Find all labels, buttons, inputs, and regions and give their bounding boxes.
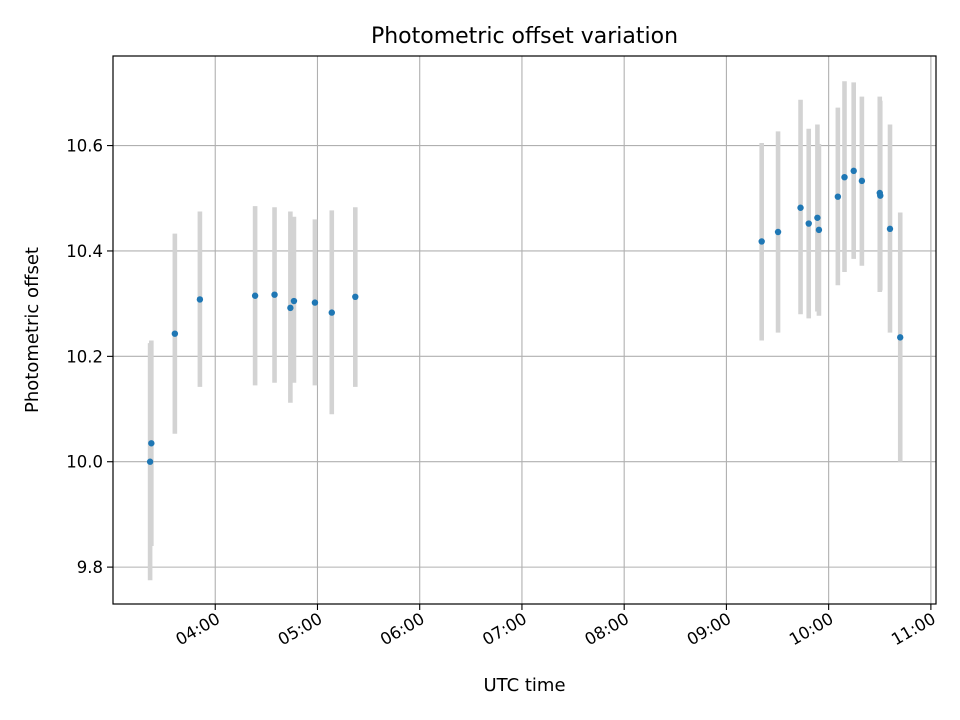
data-point: [287, 304, 294, 312]
data-point: [328, 309, 335, 316]
data-point: [841, 173, 848, 181]
data-point: [271, 291, 278, 298]
data-point: [311, 299, 319, 306]
y-tick-label: 10.2: [66, 347, 103, 366]
data-point: [815, 226, 823, 234]
y-tick-label: 10.6: [66, 137, 103, 156]
data-point: [146, 458, 154, 465]
data-point: [850, 167, 857, 175]
y-tick-label: 10.0: [66, 453, 103, 472]
data-point: [797, 204, 804, 211]
data-point: [774, 228, 782, 236]
data-point: [758, 238, 765, 245]
data-point: [148, 440, 155, 447]
y-axis-label: Photometric offset: [22, 247, 43, 413]
x-axis-label: UTC time: [483, 675, 565, 696]
data-point: [251, 292, 259, 299]
data-point: [886, 225, 894, 233]
data-points: [146, 167, 904, 465]
y-axis-ticks: 9.8 10.0 10.2 10.4 10.6: [66, 137, 113, 577]
y-tick-label: 9.8: [77, 558, 103, 577]
data-point: [196, 296, 204, 303]
data-point: [834, 193, 842, 200]
data-point: [171, 330, 179, 337]
data-point: [805, 220, 812, 227]
data-point: [352, 293, 359, 301]
y-tick-label: 10.4: [66, 242, 103, 261]
plot-frame: [112, 55, 937, 605]
data-point: [897, 334, 904, 341]
chart-title: Photometric offset variation: [371, 24, 678, 49]
data-point: [814, 214, 821, 221]
data-point: [858, 177, 866, 185]
data-point: [877, 192, 884, 199]
data-point: [290, 297, 298, 305]
